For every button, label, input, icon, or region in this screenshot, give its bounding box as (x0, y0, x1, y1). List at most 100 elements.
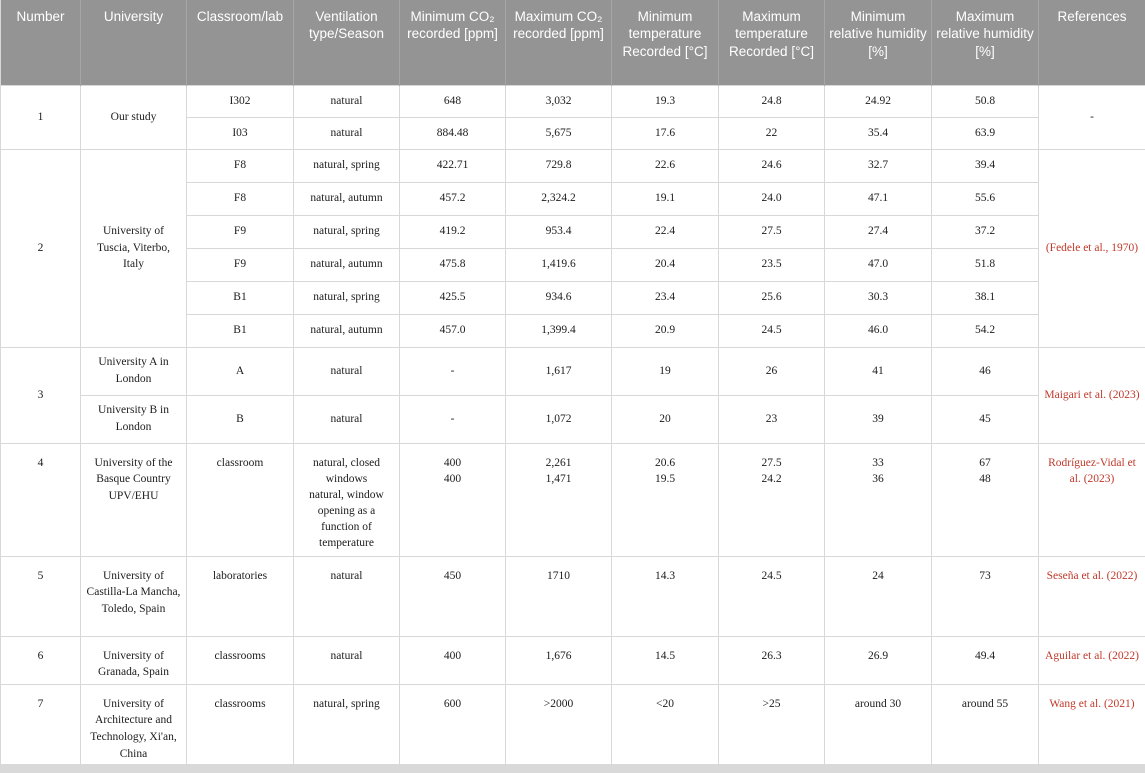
data-cell: 1,419.6 (506, 248, 612, 281)
data-cell: 400 400 (400, 443, 506, 556)
data-cell: B1 (187, 281, 294, 314)
data-cell: 24.5 (719, 556, 825, 636)
row-number: 5 (1, 556, 81, 636)
data-cell: - (400, 395, 506, 443)
data-cell: 20.9 (612, 314, 719, 347)
data-cell: 22.4 (612, 215, 719, 248)
data-cell: 63.9 (932, 117, 1039, 149)
data-cell: 25.6 (719, 281, 825, 314)
reference-cell: - (1039, 85, 1145, 149)
data-cell: 24.6 (719, 149, 825, 182)
data-cell: 19 (612, 347, 719, 395)
data-cell: 1710 (506, 556, 612, 636)
data-cell: 1,072 (506, 395, 612, 443)
reference-cell[interactable]: Aguilar et al. (2022) (1039, 636, 1145, 684)
data-cell: 47.0 (825, 248, 932, 281)
data-cell: 49.4 (932, 636, 1039, 684)
data-cell: natural (294, 395, 400, 443)
col-header-references: References (1039, 0, 1145, 85)
data-cell: natural (294, 556, 400, 636)
data-cell: 55.6 (932, 182, 1039, 215)
data-cell: around 30 (825, 684, 932, 765)
data-cell: 41 (825, 347, 932, 395)
data-cell: >2000 (506, 684, 612, 765)
col-header-min-temp: Minimum temperature Recorded [°C] (612, 0, 719, 85)
data-cell: 39.4 (932, 149, 1039, 182)
data-cell: 1,399.4 (506, 314, 612, 347)
col-header-min-co2: Minimum CO₂ recorded [ppm] (400, 0, 506, 85)
reference-cell[interactable]: Wang et al. (2021) (1039, 684, 1145, 765)
row-number: 3 (1, 347, 81, 443)
data-cell: 46 (932, 347, 1039, 395)
col-header-university: University (81, 0, 187, 85)
data-cell: 884.48 (400, 117, 506, 149)
data-cell: laboratories (187, 556, 294, 636)
data-cell: 400 (400, 636, 506, 684)
data-cell: 14.3 (612, 556, 719, 636)
data-cell: 24.8 (719, 85, 825, 117)
data-cell: <20 (612, 684, 719, 765)
data-cell: natural, spring (294, 281, 400, 314)
data-cell: B (187, 395, 294, 443)
data-cell: 19.1 (612, 182, 719, 215)
reference-cell[interactable]: (Fedele et al., 1970) (1039, 149, 1145, 347)
data-cell: 27.5 (719, 215, 825, 248)
data-cell: natural, spring (294, 215, 400, 248)
data-cell: 54.2 (932, 314, 1039, 347)
data-cell: 20.6 19.5 (612, 443, 719, 556)
data-cell: 27.5 24.2 (719, 443, 825, 556)
data-cell: 26.9 (825, 636, 932, 684)
university-cell: University of Tuscia, Viterbo, Italy (81, 149, 187, 347)
col-header-number: Number (1, 0, 81, 85)
reference-cell[interactable]: Rodríguez-Vidal et al. (2023) (1039, 443, 1145, 556)
data-cell: 457.0 (400, 314, 506, 347)
data-cell: A (187, 347, 294, 395)
university-cell: University of the Basque Country UPV/EHU (81, 443, 187, 556)
data-cell: F8 (187, 149, 294, 182)
reference-cell[interactable]: Maigari et al. (2023) (1039, 347, 1145, 443)
data-cell: natural, spring (294, 149, 400, 182)
data-cell: natural (294, 85, 400, 117)
data-cell: >25 (719, 684, 825, 765)
data-cell: 23 (719, 395, 825, 443)
table-bottom-bar (0, 765, 1145, 773)
col-header-min-humidity: Minimum relative humidity [%] (825, 0, 932, 85)
col-header-max-co2: Maximum CO₂ recorded [ppm] (506, 0, 612, 85)
data-cell: 37.2 (932, 215, 1039, 248)
data-cell: 422.71 (400, 149, 506, 182)
data-cell: 24.92 (825, 85, 932, 117)
data-cell: around 55 (932, 684, 1039, 765)
data-cell: 24.5 (719, 314, 825, 347)
data-cell: 14.5 (612, 636, 719, 684)
data-cell: F8 (187, 182, 294, 215)
data-cell: 50.8 (932, 85, 1039, 117)
data-cell: 45 (932, 395, 1039, 443)
data-cell: 39 (825, 395, 932, 443)
data-cell: 47.1 (825, 182, 932, 215)
data-cell: 19.3 (612, 85, 719, 117)
data-cell: 450 (400, 556, 506, 636)
data-cell: classrooms (187, 636, 294, 684)
data-cell: 38.1 (932, 281, 1039, 314)
data-cell: 3,032 (506, 85, 612, 117)
data-cell: 20 (612, 395, 719, 443)
data-cell: F9 (187, 248, 294, 281)
university-cell: University B in London (81, 395, 187, 443)
row-number: 6 (1, 636, 81, 684)
data-cell: 2,261 1,471 (506, 443, 612, 556)
data-cell: natural (294, 636, 400, 684)
row-number: 4 (1, 443, 81, 556)
data-cell: 27.4 (825, 215, 932, 248)
university-cell: University A in London (81, 347, 187, 395)
data-cell: 26 (719, 347, 825, 395)
data-cell: 51.8 (932, 248, 1039, 281)
university-cell: Our study (81, 85, 187, 149)
reference-cell[interactable]: Seseña et al. (2022) (1039, 556, 1145, 636)
data-cell: 5,675 (506, 117, 612, 149)
data-cell: 24 (825, 556, 932, 636)
